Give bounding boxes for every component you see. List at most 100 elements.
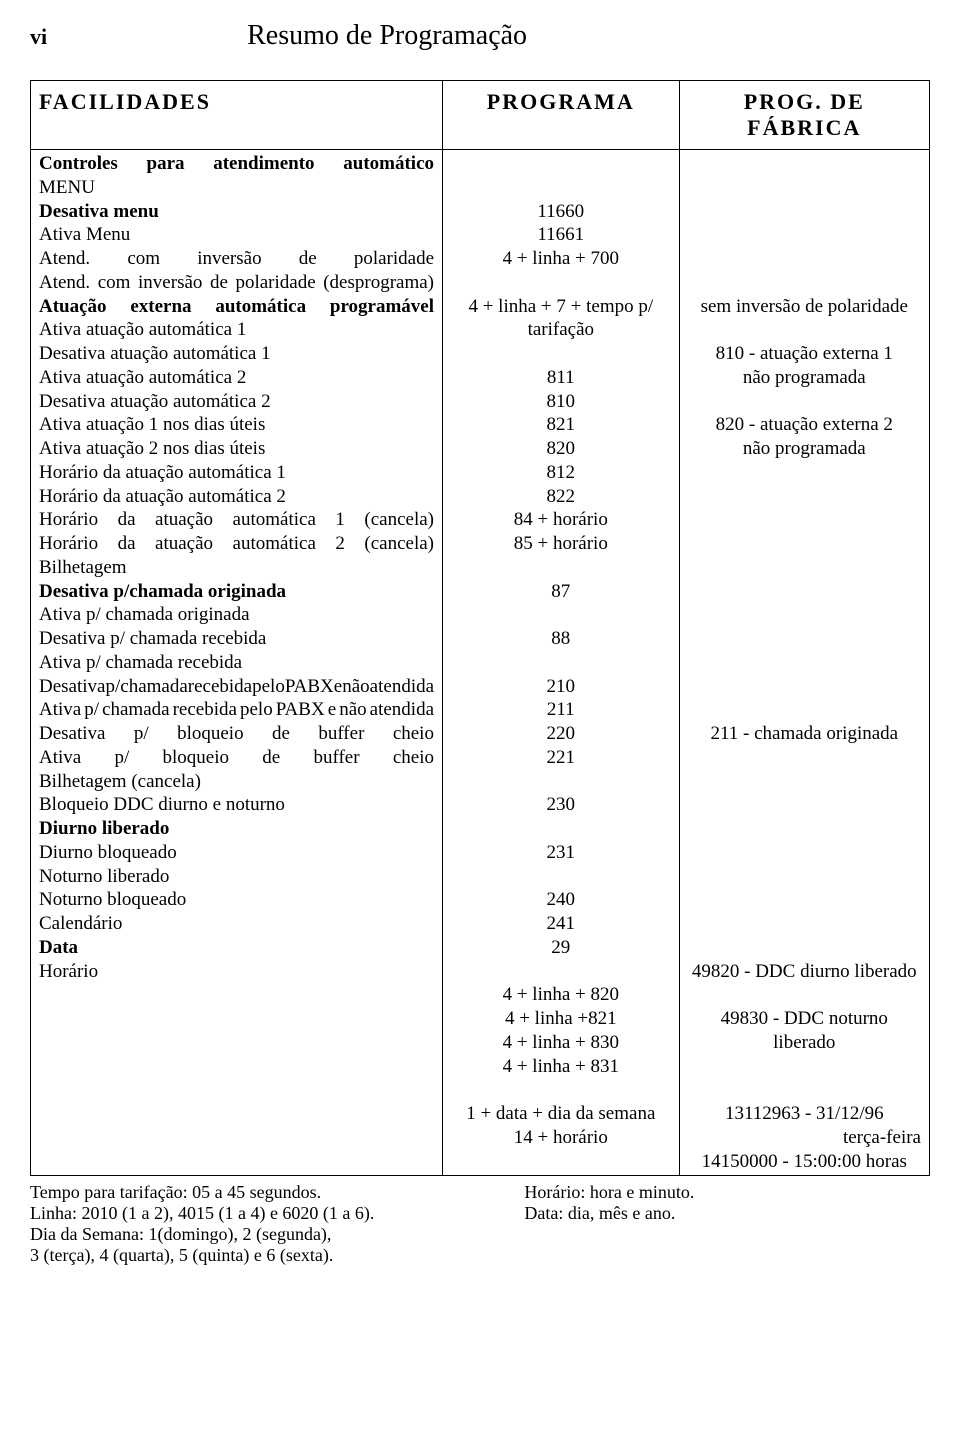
fab-line: [688, 580, 921, 604]
prog-line: 211: [451, 698, 671, 722]
footnote-line: 3 (terça), 4 (quarta), 5 (quinta) e 6 (s…: [30, 1245, 374, 1266]
prog-line: 220: [451, 722, 671, 746]
prog-line: 810: [451, 390, 671, 414]
fab-line: [688, 271, 921, 295]
header-facilidades: FACILIDADES: [31, 81, 443, 150]
fab-line: terça-feira: [688, 1126, 921, 1150]
cell-facilidades: ControlesparaatendimentoautomáticoMENUDe…: [31, 150, 443, 1176]
prog-line: 4 + linha + 831: [451, 1055, 671, 1079]
header-fabrica: PROG. DE FÁBRICA: [679, 81, 929, 150]
fac-line: Horário da atuação automática 1: [39, 461, 434, 485]
footnote-left: Tempo para tarifação: 05 a 45 segundos. …: [30, 1182, 374, 1266]
prog-line: [451, 1078, 671, 1102]
fab-line: [688, 152, 921, 176]
prog-line: 87: [451, 580, 671, 604]
prog-line: 4 + linha + 700: [451, 247, 671, 271]
fac-line: Horário da atuação automática 2: [39, 485, 434, 509]
prog-line: 88: [451, 627, 671, 651]
prog-line: [451, 556, 671, 580]
fab-line: [688, 200, 921, 224]
fac-line: Noturno bloqueado: [39, 888, 434, 912]
fac-line: Noturno liberado: [39, 865, 434, 889]
fab-line: [688, 223, 921, 247]
prog-line: 230: [451, 793, 671, 817]
fab-line: [688, 936, 921, 960]
prog-line: 29: [451, 936, 671, 960]
header-programa: PROGRAMA: [443, 81, 680, 150]
fac-line: Ativa p/ chamada recebida: [39, 651, 434, 675]
prog-line: 4 + linha + 830: [451, 1031, 671, 1055]
fab-line: 14150000 - 15:00:00 horas: [688, 1150, 921, 1174]
prog-line: 240: [451, 888, 671, 912]
page-header: vi Resumo de Programação: [30, 20, 930, 52]
fab-line: [688, 1055, 921, 1079]
prog-line: 820: [451, 437, 671, 461]
footnote-line: Dia da Semana: 1(domingo), 2 (segunda),: [30, 1224, 374, 1245]
prog-line: 14 + horário: [451, 1126, 671, 1150]
fac-line: Horáriodaatuaçãoautomática1(cancela): [39, 508, 434, 532]
fab-line: [688, 983, 921, 1007]
prog-line: 11660: [451, 200, 671, 224]
fac-line: Desativa p/chamada originada: [39, 580, 434, 604]
fab-line: [688, 556, 921, 580]
prog-line: [451, 960, 671, 984]
fac-line: Desativa atuação automática 2: [39, 390, 434, 414]
fab-line: [688, 390, 921, 414]
prog-line: 84 + horário: [451, 508, 671, 532]
fac-line: MENU: [39, 176, 434, 200]
fac-line: Horáriodaatuaçãoautomática2(cancela): [39, 532, 434, 556]
fac-line: Ativa p/ chamada originada: [39, 603, 434, 627]
cell-fabrica: sem inversão de polaridade 810 - atuação…: [679, 150, 929, 1176]
fac-line: Desativa menu: [39, 200, 434, 224]
prog-line: 85 + horário: [451, 532, 671, 556]
fab-line: sem inversão de polaridade: [688, 295, 921, 319]
table-header-row: FACILIDADES PROGRAMA PROG. DE FÁBRICA: [31, 81, 930, 150]
fab-line: [688, 318, 921, 342]
fab-line: [688, 698, 921, 722]
fab-line: não programada: [688, 366, 921, 390]
prog-line: 241: [451, 912, 671, 936]
fab-line: [688, 746, 921, 770]
fab-line: [688, 888, 921, 912]
fab-line: 211 - chamada originada: [688, 722, 921, 746]
fac-line: Bloqueio DDC diurno e noturno: [39, 793, 434, 817]
fab-line: [688, 461, 921, 485]
fac-line: Ativa atuação 1 nos dias úteis: [39, 413, 434, 437]
fac-line: Ativap/chamadarecebidapeloPABXenãoatendi…: [39, 698, 434, 722]
fac-line: Bilhetagem: [39, 556, 434, 580]
prog-line: [451, 152, 671, 176]
fac-line: Desativa atuação automática 1: [39, 342, 434, 366]
fac-line: Calendário: [39, 912, 434, 936]
prog-line: 1 + data + dia da semana: [451, 1102, 671, 1126]
fac-line: Diurno liberado: [39, 817, 434, 841]
fac-line: Atend.cominversãodepolaridade(desprogram…: [39, 271, 434, 295]
fab-line: [688, 247, 921, 271]
fab-line: [688, 176, 921, 200]
prog-line: 11661: [451, 223, 671, 247]
prog-line: 811: [451, 366, 671, 390]
programming-table: FACILIDADES PROGRAMA PROG. DE FÁBRICA Co…: [30, 80, 930, 1176]
fab-line: [688, 770, 921, 794]
footnote-right: Horário: hora e minuto. Data: dia, mês e…: [524, 1182, 694, 1266]
fab-line: [688, 865, 921, 889]
fac-line: Desativap/bloqueiodebuffercheio: [39, 722, 434, 746]
prog-line: [451, 770, 671, 794]
fab-line: [688, 532, 921, 556]
prog-line: 821: [451, 413, 671, 437]
prog-line: [451, 603, 671, 627]
prog-line: [451, 176, 671, 200]
fab-line: [688, 793, 921, 817]
prog-line: 4 + linha +821: [451, 1007, 671, 1031]
prog-line: 822: [451, 485, 671, 509]
fac-line: Data: [39, 936, 434, 960]
prog-line: [451, 651, 671, 675]
fab-line: [688, 817, 921, 841]
fac-line: Ativa atuação 2 nos dias úteis: [39, 437, 434, 461]
fac-line: Desativa p/ chamada recebida: [39, 627, 434, 651]
prog-line: [451, 271, 671, 295]
footnote-line: Horário: hora e minuto.: [524, 1182, 694, 1203]
footnote-line: Linha: 2010 (1 a 2), 4015 (1 a 4) e 6020…: [30, 1203, 374, 1224]
fab-line: [688, 627, 921, 651]
fac-line: Atuaçãoexternaautomáticaprogramável: [39, 295, 434, 319]
prog-line: [451, 342, 671, 366]
